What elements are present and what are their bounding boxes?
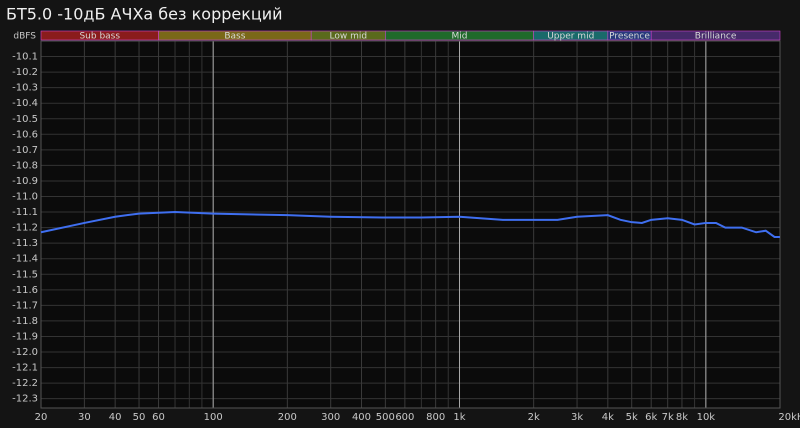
x-tick-label: 10k [697,412,716,423]
x-tick-label: 200 [278,412,297,423]
y-tick-label: -12.1 [12,363,38,374]
y-tick-label: -10.6 [12,129,38,140]
y-tick-label: -11.7 [12,300,38,311]
plot-border [40,40,781,409]
x-tick-label: 2k [528,412,540,423]
band-label: Bass [224,32,245,42]
band-label: Brilliance [695,32,737,42]
y-tick-label: -11.0 [12,192,38,203]
x-tick-label: 30 [78,412,91,423]
x-tick-label: 300 [321,412,340,423]
y-tick-label: -10.9 [12,176,38,187]
y-tick-label: -10.5 [12,114,38,125]
y-tick-label: -10.7 [12,145,38,156]
x-tick-label: 800 [426,412,445,423]
x-tick-label: 5k [626,412,638,423]
y-tick-label: -12.0 [12,347,38,358]
y-tick-label: -10.2 [12,67,38,78]
y-tick-label: -11.4 [12,254,38,265]
x-tick-label: 60 [152,412,165,423]
x-tick-label: 40 [109,412,122,423]
x-tick-label: 400 [352,412,371,423]
x-tick-label: 4k [602,412,614,423]
chart-title: БТ5.0 -10дБ АЧХа без коррекций [6,5,283,24]
x-tick-label: 7k [662,412,674,423]
y-tick-label: -11.3 [12,238,38,249]
y-tick-label: -11.5 [12,269,38,280]
band [650,30,781,41]
y-tick-label: -11.8 [12,316,38,327]
y-tick-label: -10.8 [12,160,38,171]
y-tick-label: -11.2 [12,223,38,234]
x-tick-label: 50 [133,412,146,423]
y-tick-label: -10.4 [12,98,38,109]
y-tick-label: -11.6 [12,285,38,296]
band-label: Presence [609,32,650,42]
band-label: Sub bass [79,32,120,42]
y-axis-label: dBFS [13,32,36,42]
x-tick-label: 500 [376,412,395,423]
y-tick-label: -10.1 [12,52,38,63]
x-tick-label: 8k [676,412,688,423]
y-tick-label: -11.9 [12,331,38,342]
response-line [40,211,780,238]
y-tick-label: -12.3 [12,394,38,405]
x-tick-label: 1k [453,412,465,423]
x-tick-label: 600 [395,412,414,423]
x-tick-label: 3k [571,412,583,423]
band-label: Upper mid [547,32,594,42]
x-tick-label: 100 [204,412,223,423]
y-tick-label: -11.1 [12,207,38,218]
y-tick-label: -10.3 [12,83,38,94]
x-tick-label: 20 [35,412,48,423]
x-tick-label: 6k [645,412,657,423]
y-tick-label: -12.2 [12,378,38,389]
band-label: Low mid [329,32,367,42]
plot-area [41,41,780,408]
x-tick-label: 20kHz [778,412,800,423]
band-label: Mid [452,32,468,42]
